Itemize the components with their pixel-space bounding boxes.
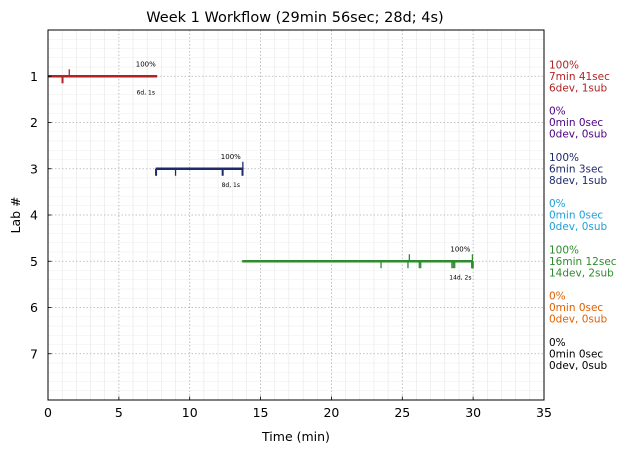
y-tick-label: 2	[30, 115, 38, 130]
lab-7-summary-line: 0dev, 0sub	[549, 360, 608, 372]
lab-7-summary-line: 0min 0sec	[549, 348, 603, 360]
lab-3-summary-line: 6min 3sec	[549, 163, 603, 175]
y-tick-label: 1	[30, 69, 38, 84]
lab-6-summary-line: 0min 0sec	[549, 302, 603, 314]
lab-2-summary-line: 0%	[549, 106, 566, 118]
y-tick-label: 4	[30, 208, 38, 223]
bars-layer: 100% 6d, 1s 100% 8d, 1s 100% 14d, 2s	[48, 60, 474, 281]
lab-1-summary-line: 6dev, 1sub	[549, 82, 608, 94]
lab-1-count-label: 6d, 1s	[137, 89, 155, 96]
lab-5-pct-label: 100%	[450, 245, 470, 253]
lab-4-summary-line: 0min 0sec	[549, 210, 603, 222]
y-axis-label: Lab #	[8, 196, 23, 233]
x-tick-label: 10	[182, 405, 198, 420]
lab-5-summary-line: 14dev, 2sub	[549, 267, 614, 279]
lab-7-summary-line: 0%	[549, 337, 566, 349]
y-tick-label: 5	[30, 254, 38, 269]
lab-3-summary-line: 8dev, 1sub	[549, 175, 608, 187]
lab-2-summary-line: 0dev, 0sub	[549, 129, 608, 141]
y-tick-label: 7	[30, 346, 38, 361]
lab-5-count-label: 14d, 2s	[449, 274, 471, 281]
lab-3-pct-label: 100%	[221, 153, 241, 161]
grid-layer	[47, 30, 545, 400]
x-axis-label: Time (min)	[261, 429, 330, 444]
lab-6-summary-line: 0%	[549, 291, 566, 303]
lab-1-summary-line: 100%	[549, 59, 579, 71]
lab-4-summary-line: 0%	[549, 198, 566, 210]
x-tick-label: 35	[536, 405, 552, 420]
lab-3-summary-line: 100%	[549, 152, 579, 164]
x-tick-label: 5	[115, 405, 123, 420]
ticks-layer: 0 5 10 15 20 25 30 35 1 2 3 4 5 6 7	[30, 69, 552, 420]
lab-5-summary-line: 100%	[549, 244, 579, 256]
lab-1-summary-line: 7min 41sec	[549, 71, 610, 83]
lab-1-pct-label: 100%	[136, 60, 156, 68]
x-tick-label: 0	[44, 405, 52, 420]
x-tick-label: 30	[465, 405, 481, 420]
y-tick-label: 3	[30, 161, 38, 176]
y-tick-label: 6	[30, 300, 38, 315]
lab-2-summary-line: 0min 0sec	[549, 117, 603, 129]
lab-3-count-label: 8d, 1s	[222, 182, 240, 189]
lab-4-summary-line: 0dev, 0sub	[549, 221, 608, 233]
x-tick-label: 25	[394, 405, 410, 420]
x-tick-label: 15	[253, 405, 269, 420]
x-tick-label: 20	[323, 405, 339, 420]
chart-title: Week 1 Workflow (29min 56sec; 28d; 4s)	[146, 10, 443, 26]
lab-6-summary-line: 0dev, 0sub	[549, 314, 608, 326]
lab-5-summary-line: 16min 12sec	[549, 256, 617, 268]
